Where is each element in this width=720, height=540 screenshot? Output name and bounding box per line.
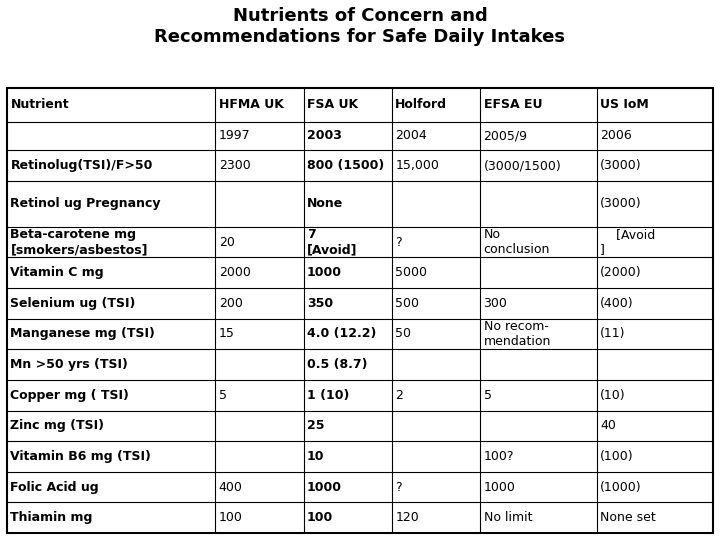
Text: [Avoid
]: [Avoid ]	[600, 228, 655, 256]
Text: 800 (1500): 800 (1500)	[307, 159, 384, 172]
Text: Retinolug(TSI)/F>50: Retinolug(TSI)/F>50	[11, 159, 153, 172]
Text: 350: 350	[307, 297, 333, 310]
Text: 100: 100	[219, 511, 243, 524]
Text: 15: 15	[219, 327, 235, 341]
Text: Copper mg ( TSI): Copper mg ( TSI)	[11, 389, 130, 402]
Text: 7
[Avoid]: 7 [Avoid]	[307, 228, 358, 256]
Text: EFSA EU: EFSA EU	[484, 98, 542, 111]
Text: HFMA UK: HFMA UK	[219, 98, 284, 111]
Text: (11): (11)	[600, 327, 626, 341]
Text: No limit: No limit	[484, 511, 532, 524]
Text: 500: 500	[395, 297, 419, 310]
Text: (100): (100)	[600, 450, 634, 463]
Text: 40: 40	[600, 420, 616, 433]
Text: Retinol ug Pregnancy: Retinol ug Pregnancy	[11, 197, 161, 211]
Text: 2004: 2004	[395, 130, 427, 143]
Text: Manganese mg (TSI): Manganese mg (TSI)	[11, 327, 156, 341]
Text: 50: 50	[395, 327, 411, 341]
Text: Thiamin mg: Thiamin mg	[11, 511, 93, 524]
Text: Folic Acid ug: Folic Acid ug	[11, 481, 99, 494]
Text: 2: 2	[395, 389, 403, 402]
Text: 400: 400	[219, 481, 243, 494]
Text: 2003: 2003	[307, 130, 342, 143]
Text: (2000): (2000)	[600, 266, 642, 279]
Text: (10): (10)	[600, 389, 626, 402]
Text: None: None	[307, 197, 343, 211]
Text: 25: 25	[307, 420, 325, 433]
Text: 2006: 2006	[600, 130, 631, 143]
Text: Nutrient: Nutrient	[11, 98, 69, 111]
Text: No recom-
mendation: No recom- mendation	[484, 320, 551, 348]
Text: (400): (400)	[600, 297, 634, 310]
Text: 1000: 1000	[307, 266, 342, 279]
Text: (3000): (3000)	[600, 197, 642, 211]
Text: 2000: 2000	[219, 266, 251, 279]
Text: 5: 5	[219, 389, 227, 402]
Text: 15,000: 15,000	[395, 159, 439, 172]
Text: Mn >50 yrs (TSI): Mn >50 yrs (TSI)	[11, 358, 128, 371]
Text: ?: ?	[395, 481, 402, 494]
Text: Vitamin B6 mg (TSI): Vitamin B6 mg (TSI)	[11, 450, 151, 463]
Text: 200: 200	[219, 297, 243, 310]
Text: 1997: 1997	[219, 130, 251, 143]
Text: 100: 100	[307, 511, 333, 524]
Text: None set: None set	[600, 511, 656, 524]
Text: 0.5 (8.7): 0.5 (8.7)	[307, 358, 367, 371]
Text: 20: 20	[219, 235, 235, 248]
Text: 1 (10): 1 (10)	[307, 389, 349, 402]
Text: (3000/1500): (3000/1500)	[484, 159, 562, 172]
Text: (3000): (3000)	[600, 159, 642, 172]
Text: (1000): (1000)	[600, 481, 642, 494]
Text: US IoM: US IoM	[600, 98, 649, 111]
Text: Vitamin C mg: Vitamin C mg	[11, 266, 104, 279]
Text: No
conclusion: No conclusion	[484, 228, 550, 256]
Text: Beta-carotene mg
[smokers/asbestos]: Beta-carotene mg [smokers/asbestos]	[11, 228, 148, 256]
Text: 100?: 100?	[484, 450, 514, 463]
Text: Nutrients of Concern and
Recommendations for Safe Daily Intakes: Nutrients of Concern and Recommendations…	[155, 7, 565, 46]
Text: Zinc mg (TSI): Zinc mg (TSI)	[11, 420, 104, 433]
Text: 4.0 (12.2): 4.0 (12.2)	[307, 327, 377, 341]
Text: Holford: Holford	[395, 98, 447, 111]
Text: 300: 300	[484, 297, 508, 310]
Text: 5: 5	[484, 389, 492, 402]
Text: ?: ?	[395, 235, 402, 248]
Bar	[7, 88, 713, 533]
Text: 10: 10	[307, 450, 325, 463]
Text: 2005/9: 2005/9	[484, 130, 528, 143]
Text: 2300: 2300	[219, 159, 251, 172]
Text: 5000: 5000	[395, 266, 427, 279]
Text: FSA UK: FSA UK	[307, 98, 358, 111]
Text: 1000: 1000	[307, 481, 342, 494]
Text: 1000: 1000	[484, 481, 516, 494]
Text: 120: 120	[395, 511, 419, 524]
Text: Selenium ug (TSI): Selenium ug (TSI)	[11, 297, 136, 310]
